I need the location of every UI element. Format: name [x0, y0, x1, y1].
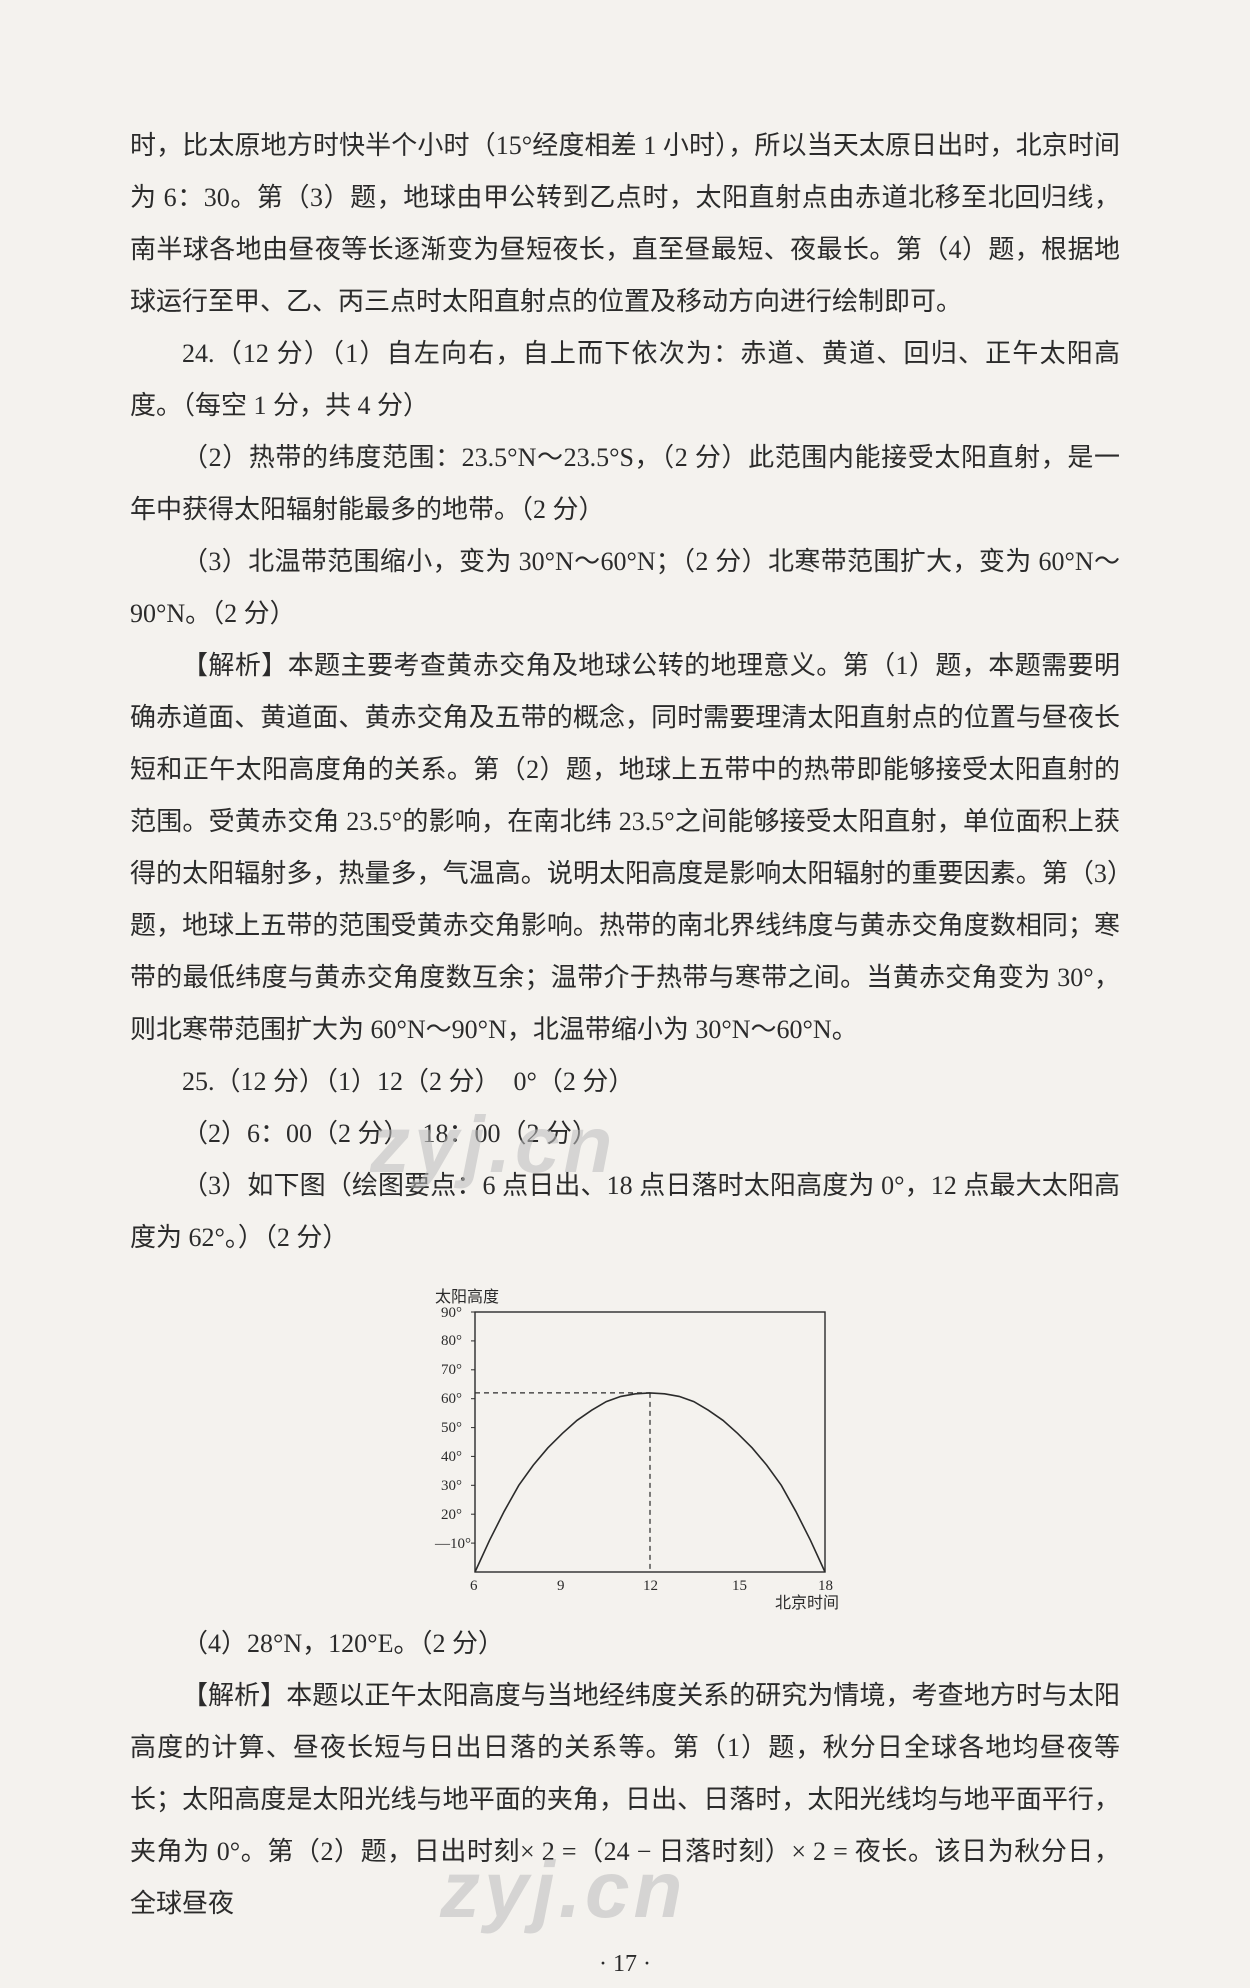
svg-text:20°: 20° — [441, 1507, 462, 1523]
svg-text:70°: 70° — [441, 1362, 462, 1378]
svg-text:15: 15 — [732, 1578, 747, 1594]
svg-text:60°: 60° — [441, 1391, 462, 1407]
svg-text:40°: 40° — [441, 1449, 462, 1465]
svg-text:12: 12 — [643, 1578, 658, 1594]
question-25-3: （3）如下图（绘图要点：6 点日出、18 点日落时太阳高度为 0°，12 点最大… — [130, 1160, 1120, 1264]
svg-text:80°: 80° — [441, 1333, 462, 1349]
document-page: 时，比太原地方时快半个小时（15°经度相差 1 小时），所以当天太原日出时，北京… — [0, 0, 1250, 1933]
explanation-24: 【解析】本题主要考查黄赤交角及地球公转的地理意义。第（1）题，本题需要明确赤道面… — [130, 640, 1120, 1056]
x-axis-title: 北京时间 — [775, 1594, 839, 1612]
explanation-25: 【解析】本题以正午太阳高度与当地经纬度关系的研究为情境，考查地方时与太阳高度的计… — [130, 1670, 1120, 1930]
page-number: · 17 · — [130, 1940, 1120, 1988]
svg-text:90°: 90° — [441, 1305, 462, 1321]
svg-text:—10°: —10° — [434, 1536, 471, 1552]
sun-altitude-chart-wrap: —10° 20° 30° 40° 50° 60° 70° 80° 90° 6 9… — [130, 1282, 1120, 1612]
svg-text:9: 9 — [557, 1578, 565, 1594]
y-axis-ticks: —10° 20° 30° 40° 50° 60° 70° 80° 90° — [434, 1305, 475, 1552]
body-paragraph: 时，比太原地方时快半个小时（15°经度相差 1 小时），所以当天太原日出时，北京… — [130, 120, 1120, 328]
sun-altitude-curve — [475, 1393, 825, 1572]
question-25-2: （2）6：00（2 分） 18：00（2 分） — [130, 1108, 1120, 1160]
question-25-1: 25.（12 分）（1）12（2 分） 0°（2 分） — [130, 1056, 1120, 1108]
question-24-3: （3）北温带范围缩小，变为 30°N～60°N；（2 分）北寒带范围扩大，变为 … — [130, 536, 1120, 640]
question-25-4: （4）28°N，120°E。（2 分） — [130, 1618, 1120, 1670]
svg-text:18: 18 — [818, 1578, 833, 1594]
question-24: 24.（12 分）（1）自左向右，自上而下依次为：赤道、黄道、回归、正午太阳高度… — [130, 328, 1120, 432]
svg-text:6: 6 — [470, 1578, 478, 1594]
y-axis-title: 太阳高度 — [435, 1288, 499, 1306]
x-axis-ticks: 6 9 12 15 18 — [470, 1578, 833, 1594]
svg-text:50°: 50° — [441, 1420, 462, 1436]
sun-altitude-chart: —10° 20° 30° 40° 50° 60° 70° 80° 90° 6 9… — [405, 1282, 845, 1612]
question-24-2: （2）热带的纬度范围：23.5°N～23.5°S，（2 分）此范围内能接受太阳直… — [130, 432, 1120, 536]
svg-text:30°: 30° — [441, 1478, 462, 1494]
